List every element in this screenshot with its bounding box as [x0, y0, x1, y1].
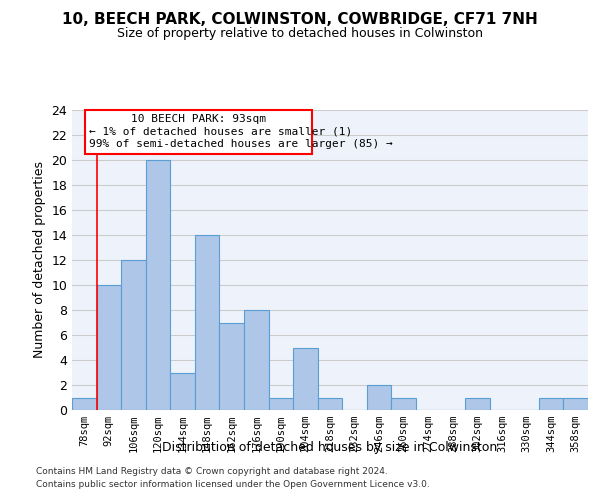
Bar: [146, 160, 170, 410]
Bar: [121, 260, 146, 410]
Text: Distribution of detached houses by size in Colwinston: Distribution of detached houses by size …: [163, 441, 497, 454]
Text: Contains HM Land Registry data © Crown copyright and database right 2024.: Contains HM Land Registry data © Crown c…: [36, 467, 388, 476]
Bar: [220, 322, 244, 410]
Y-axis label: Number of detached properties: Number of detached properties: [33, 162, 46, 358]
Text: ← 1% of detached houses are smaller (1): ← 1% of detached houses are smaller (1): [89, 126, 352, 136]
Bar: [563, 398, 588, 410]
Text: 10, BEECH PARK, COLWINSTON, COWBRIDGE, CF71 7NH: 10, BEECH PARK, COLWINSTON, COWBRIDGE, C…: [62, 12, 538, 28]
Bar: [72, 398, 97, 410]
Bar: [367, 385, 391, 410]
Bar: [293, 348, 318, 410]
Bar: [391, 398, 416, 410]
FancyBboxPatch shape: [85, 110, 312, 154]
Bar: [318, 398, 342, 410]
Bar: [244, 310, 269, 410]
Bar: [269, 398, 293, 410]
Text: Size of property relative to detached houses in Colwinston: Size of property relative to detached ho…: [117, 28, 483, 40]
Bar: [170, 372, 195, 410]
Bar: [97, 285, 121, 410]
Text: 10 BEECH PARK: 93sqm: 10 BEECH PARK: 93sqm: [131, 114, 266, 124]
Bar: [465, 398, 490, 410]
Bar: [195, 235, 220, 410]
Bar: [539, 398, 563, 410]
Text: 99% of semi-detached houses are larger (85) →: 99% of semi-detached houses are larger (…: [89, 140, 393, 149]
Text: Contains public sector information licensed under the Open Government Licence v3: Contains public sector information licen…: [36, 480, 430, 489]
